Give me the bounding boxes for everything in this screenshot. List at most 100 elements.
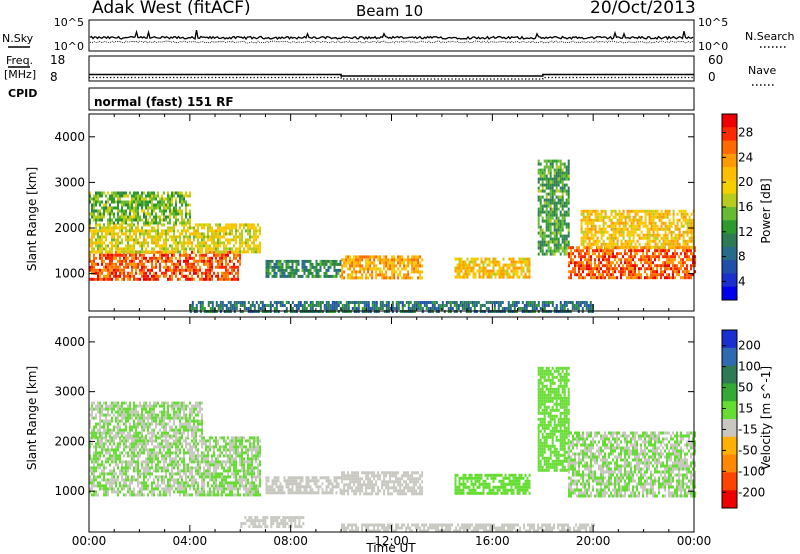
data-cell xyxy=(137,241,139,245)
data-cell xyxy=(592,249,594,253)
data-cell xyxy=(461,301,464,304)
data-cell xyxy=(169,206,171,210)
data-cell xyxy=(283,274,286,278)
data-cell xyxy=(233,466,235,470)
data-cell xyxy=(407,273,410,277)
data-cell xyxy=(205,457,207,461)
data-cell xyxy=(644,224,647,228)
data-cell xyxy=(596,242,599,246)
data-cell xyxy=(145,466,147,470)
data-cell xyxy=(241,304,244,307)
data-cell xyxy=(157,463,159,467)
data-cell xyxy=(239,253,241,257)
data-cell xyxy=(211,229,213,233)
data-cell xyxy=(484,269,487,273)
data-cell xyxy=(271,265,274,269)
data-cell xyxy=(506,263,509,267)
data-cell xyxy=(183,241,185,245)
data-cell xyxy=(582,245,585,249)
data-cell xyxy=(399,261,402,265)
data-cell xyxy=(545,228,548,232)
data-cell xyxy=(658,255,660,259)
data-cell xyxy=(488,257,491,261)
data-cell xyxy=(604,270,606,274)
data-cell xyxy=(117,203,119,207)
data-cell xyxy=(241,232,243,236)
data-cell xyxy=(215,235,217,239)
data-cell xyxy=(612,270,614,274)
data-cell xyxy=(545,243,548,247)
data-cell xyxy=(213,466,215,470)
data-cell xyxy=(545,195,548,199)
data-cell xyxy=(89,212,91,216)
data-cell xyxy=(600,245,603,249)
data-cell xyxy=(580,218,583,222)
data-cell xyxy=(484,272,487,276)
data-cell xyxy=(163,223,165,227)
data-cell xyxy=(283,268,286,272)
data-cell xyxy=(147,466,149,470)
data-cell xyxy=(131,259,133,263)
data-cell xyxy=(159,221,161,225)
data-cell xyxy=(365,255,368,259)
data-cell xyxy=(614,246,616,250)
data-cell xyxy=(107,221,109,225)
data-cell xyxy=(123,439,125,443)
data-cell xyxy=(203,235,205,239)
data-cell xyxy=(289,274,292,278)
data-cell xyxy=(95,238,97,242)
data-cell xyxy=(594,230,597,234)
data-cell xyxy=(233,226,235,230)
data-cell xyxy=(456,263,459,267)
data-cell xyxy=(357,264,360,268)
data-cell xyxy=(161,194,163,198)
data-cell xyxy=(187,235,189,239)
data-cell xyxy=(547,192,550,196)
data-cell xyxy=(559,304,562,307)
data-cell xyxy=(602,209,605,213)
data-cell xyxy=(201,436,203,440)
data-cell xyxy=(539,307,542,310)
data-cell xyxy=(413,261,416,265)
data-cell xyxy=(107,448,109,452)
data-cell xyxy=(101,244,103,248)
data-cell xyxy=(529,304,532,307)
data-cell xyxy=(221,445,223,449)
data-cell xyxy=(173,238,175,242)
data-cell xyxy=(561,240,564,244)
data-cell xyxy=(307,304,310,307)
data-cell xyxy=(383,273,386,277)
data-cell xyxy=(161,223,163,227)
data-cell xyxy=(688,227,691,231)
data-cell xyxy=(323,271,326,275)
data-cell xyxy=(574,270,576,274)
data-cell xyxy=(331,274,334,278)
data-cell xyxy=(563,186,566,190)
data-cell xyxy=(660,209,663,213)
data-cell xyxy=(480,275,483,279)
data-cell xyxy=(189,304,192,307)
data-cell xyxy=(567,162,570,166)
data-cell xyxy=(183,460,185,464)
data-cell xyxy=(361,307,364,310)
data-cell xyxy=(221,253,223,257)
data-cell xyxy=(187,218,189,222)
data-cell xyxy=(119,445,121,449)
data-cell xyxy=(147,259,149,263)
data-cell xyxy=(111,191,113,195)
data-cell xyxy=(654,212,657,216)
data-cell xyxy=(183,247,185,251)
data-cell xyxy=(169,215,171,219)
data-cell xyxy=(582,209,585,213)
data-cell xyxy=(89,197,91,201)
data-cell xyxy=(139,200,141,204)
data-cell xyxy=(93,209,95,213)
data-cell xyxy=(201,235,203,239)
data-cell xyxy=(504,269,507,273)
data-cell xyxy=(165,206,167,210)
data-cell xyxy=(584,215,587,219)
data-cell xyxy=(133,200,135,204)
data-cell xyxy=(219,448,221,452)
data-cell xyxy=(235,454,237,458)
data-cell xyxy=(155,454,157,458)
